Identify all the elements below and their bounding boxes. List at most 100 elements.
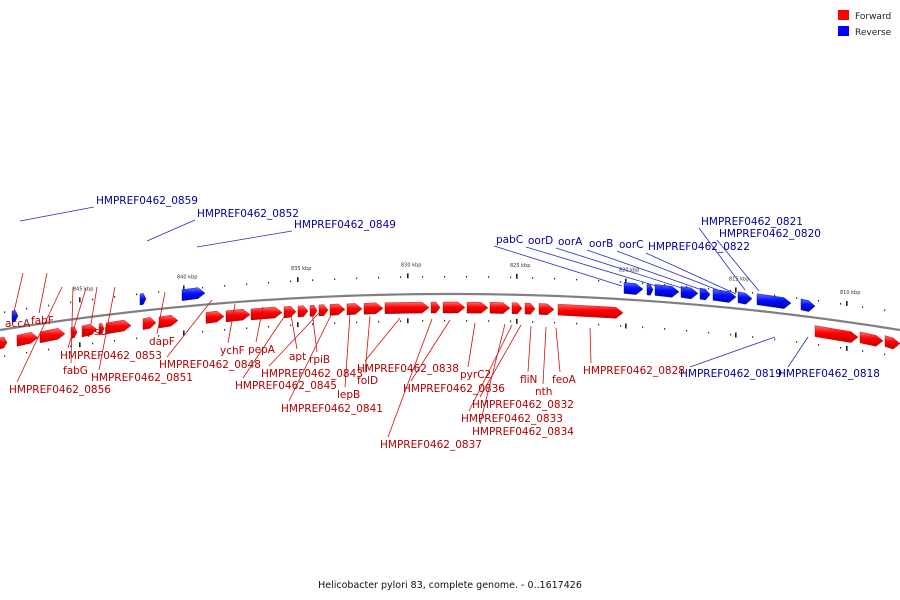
scale-tick-minor [334, 278, 336, 280]
reverse-gene-arrow [646, 283, 654, 296]
scale-tick-minor [114, 296, 116, 298]
gene-label[interactable]: HMPREF0462_0821 [701, 216, 803, 228]
gene-label[interactable]: fabF [31, 315, 54, 327]
gene-label[interactable]: HMPREF0462_0820 [719, 228, 821, 240]
gene-label[interactable]: folD [357, 375, 378, 387]
gene-label[interactable]: HMPREF0462_0841 [281, 403, 383, 415]
gene-label[interactable]: rpsU [83, 326, 107, 338]
leader-line [468, 324, 513, 412]
gene-label[interactable]: HMPREF0462_0859 [96, 195, 198, 207]
scale-tick-major [297, 322, 299, 328]
scale-tick-minor [554, 321, 556, 324]
scale-tick-major [79, 297, 81, 303]
scale-tick-minor [862, 306, 864, 308]
scale-tick-minor [224, 329, 226, 331]
scale-tick-major [735, 287, 737, 293]
leader-line [698, 227, 746, 291]
gene-label[interactable]: oorD [528, 235, 553, 247]
gene-label[interactable]: feoA [552, 374, 577, 386]
gene-label[interactable]: pabC [496, 234, 523, 246]
leader-line [525, 246, 664, 289]
scale-tick-minor [818, 344, 820, 346]
scale-tick-minor [356, 277, 358, 280]
leader-line [242, 310, 289, 379]
scale-tick-minor [136, 293, 138, 296]
gene-label[interactable]: apt [289, 351, 306, 363]
leader-line [38, 272, 48, 314]
reverse-gene-arrow [737, 291, 753, 305]
leader-line [12, 272, 24, 317]
gene-label[interactable]: HMPREF0462_0832 [472, 399, 574, 411]
gene-label[interactable]: HMPREF0462_0856 [9, 384, 111, 396]
leader-line [196, 230, 293, 248]
forward-gene-arrow [884, 335, 900, 350]
scale-tick-major [297, 277, 299, 283]
gene-label[interactable]: HMPREF0462_0843 [261, 368, 363, 380]
leader-line [527, 325, 532, 373]
gene-label[interactable]: HMPREF0462_0848 [159, 359, 261, 371]
forward-gene-arrow [430, 301, 441, 314]
scale-tick-minor [268, 281, 270, 284]
forward-gene-arrow [511, 302, 523, 315]
gene-label[interactable]: HMPREF0462_0853 [60, 350, 162, 362]
gene-label[interactable]: HMPREF0462_0833 [461, 413, 563, 425]
leader-line [90, 286, 98, 325]
gene-label[interactable]: nth [535, 386, 552, 398]
leader-line [227, 303, 236, 344]
gene-label[interactable]: oorB [589, 238, 613, 250]
gene-label[interactable]: HMPREF0462_0819 [680, 368, 782, 380]
gene-label[interactable]: HMPREF0462_0834 [472, 426, 574, 438]
forward-gene-arrow [466, 301, 489, 314]
forward-gene-arrow [318, 304, 329, 317]
scale-tick-minor [466, 320, 468, 322]
gene-label[interactable]: HMPREF0462_0845 [235, 380, 337, 392]
scale-tick-minor [246, 327, 248, 329]
reverse-gene-arrow [181, 287, 206, 301]
leader-line [16, 286, 63, 383]
gene-label[interactable]: lepB [337, 389, 360, 401]
gene-label[interactable]: HMPREF0462_0822 [648, 241, 750, 253]
legend: Forward Reverse [838, 10, 892, 38]
scale-tick-minor [158, 291, 160, 293]
scale-tick-minor [796, 341, 798, 343]
scale-tick-minor [466, 276, 468, 278]
scale-tick-minor [730, 333, 732, 336]
leader-line [156, 291, 166, 335]
gene-label[interactable]: HMPREF0462_0851 [91, 372, 193, 384]
scale-tick-minor [246, 283, 248, 285]
forward-gene-arrow [205, 310, 225, 324]
gene-label[interactable]: HMPREF0462_0836 [403, 383, 505, 395]
gene-label[interactable]: accA [5, 318, 31, 330]
gene-label[interactable]: pepA [248, 344, 276, 356]
gene-label[interactable]: dapF [149, 336, 175, 348]
gene-label[interactable]: ychF [220, 345, 245, 357]
gene-label[interactable]: HMPREF0462_0837 [380, 439, 482, 451]
scale-tick-minor [48, 348, 50, 351]
scale-tick-major [183, 330, 185, 336]
gene-label[interactable]: HMPREF0462_0852 [197, 208, 299, 220]
scale-tick-minor [532, 277, 534, 279]
gene-label[interactable]: HMPREF0462_0818 [778, 368, 880, 380]
scale-tick-minor [642, 326, 644, 329]
gene-label[interactable]: fliN [520, 374, 537, 386]
leader-line [616, 250, 724, 293]
scale-tick-minor [532, 321, 534, 323]
scale-tick-minor [664, 328, 666, 330]
leader-line [364, 315, 371, 374]
leader-line [387, 318, 433, 438]
forward-gene-arrow [142, 317, 157, 330]
scale-tick-minor [114, 340, 116, 342]
forward-gene-arrow [105, 319, 132, 335]
gene-label[interactable]: HMPREF0462_0828 [583, 365, 685, 377]
gene-label[interactable]: oorA [558, 236, 583, 248]
gene-label[interactable]: fabG [63, 365, 88, 377]
gene-label[interactable]: rpiB [309, 354, 330, 366]
forward-gene-arrow [297, 305, 309, 318]
gene-label[interactable]: oorC [619, 239, 644, 251]
gene-label[interactable]: HMPREF0462_0838 [357, 363, 459, 375]
scale-tick-minor [730, 289, 732, 292]
reverse-gene-arrow [756, 293, 792, 309]
forward-gene-arrow [489, 302, 511, 314]
gene-label[interactable]: HMPREF0462_0849 [294, 219, 396, 231]
gene-label[interactable]: pyrC2 [460, 369, 491, 381]
